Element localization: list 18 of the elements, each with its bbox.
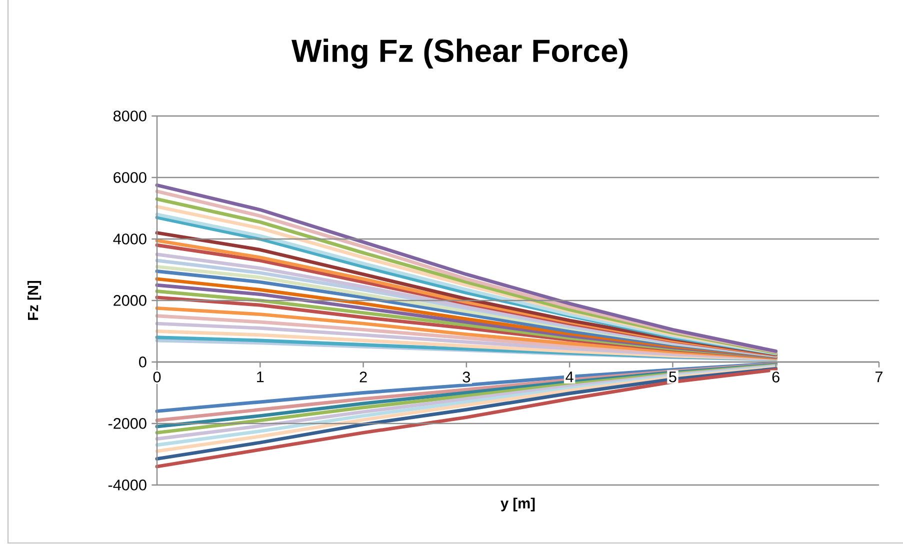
y-tick-label: -4000 xyxy=(108,480,146,490)
x-tick-label: 2 xyxy=(360,372,367,382)
y-tick-label: 6000 xyxy=(114,172,146,183)
x-tick-label: 5 xyxy=(669,372,676,382)
x-tick-label: 6 xyxy=(772,372,780,382)
x-tick-label: 3 xyxy=(462,372,470,382)
y-tick-label: 0 xyxy=(139,356,146,368)
x-axis-title: y [m] xyxy=(500,498,535,512)
y-tick-label: 2000 xyxy=(114,295,146,306)
y-tick-label: 4000 xyxy=(113,234,146,244)
chart-title: Wing Fz (Shear Force) xyxy=(292,38,628,69)
x-tick-label: 0 xyxy=(153,372,161,382)
y-tick-label: 8000 xyxy=(114,110,146,122)
x-tick-label: 1 xyxy=(257,372,264,382)
y-tick-label: -2000 xyxy=(108,418,146,429)
y-axis-title: Fz [N] xyxy=(27,280,42,320)
x-tick-label: 7 xyxy=(876,372,882,382)
x-tick-label: 4 xyxy=(566,372,574,382)
